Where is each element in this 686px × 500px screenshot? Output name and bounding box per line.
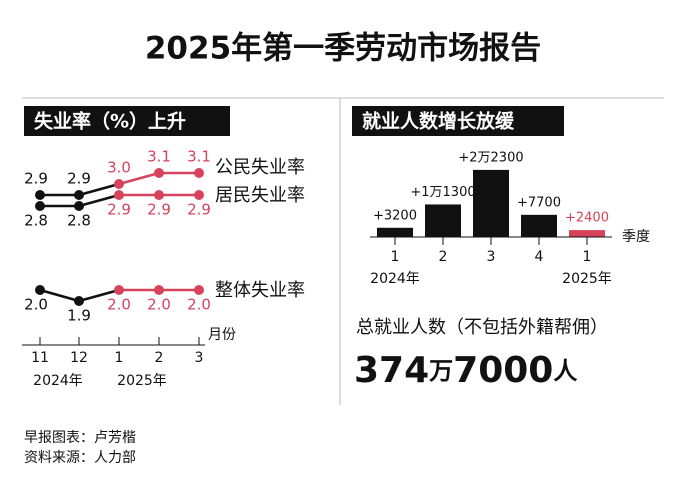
data-point <box>154 168 164 178</box>
value-label: 2.8 <box>67 212 91 230</box>
x-tick-label: 11 <box>31 350 49 366</box>
data-point <box>35 190 45 200</box>
value-label: +3200 <box>373 208 417 223</box>
value-label: +7700 <box>517 195 561 210</box>
x-tick-label: 4 <box>535 249 544 265</box>
data-point <box>114 285 124 295</box>
value-label: 2.0 <box>107 296 131 314</box>
value-label: 2.0 <box>147 296 171 314</box>
bar <box>569 230 605 237</box>
line-segment <box>78 288 120 303</box>
data-point <box>194 168 204 178</box>
axis-title: 月份 <box>208 327 236 343</box>
value-label: 2.9 <box>107 201 131 219</box>
value-label: +2万2300 <box>458 150 523 165</box>
x-tick-label: 1 <box>115 350 124 366</box>
data-point <box>74 201 84 211</box>
data-point <box>35 201 45 211</box>
value-label: 2.9 <box>67 170 91 188</box>
x-tick-label: 2 <box>155 350 164 366</box>
axis-title: 季度 <box>622 229 650 245</box>
panel-heading: 失业率（%）上升 <box>34 110 186 133</box>
data-point <box>74 190 84 200</box>
data-point <box>114 190 124 200</box>
data-point <box>154 285 164 295</box>
x-group-label: 2025年 <box>117 373 167 389</box>
data-point <box>35 285 45 295</box>
x-tick-label: 2 <box>439 249 448 265</box>
main-title: 2025年第一季劳动市场报告 <box>145 31 541 67</box>
x-tick-label: 3 <box>487 249 496 265</box>
summary-label: 总就业人数（不包括外籍帮佣） <box>356 317 608 338</box>
value-label: 3.1 <box>187 148 211 166</box>
data-point <box>114 179 124 189</box>
series-name: 公民失业率 <box>215 157 305 178</box>
value-label: 1.9 <box>67 307 91 325</box>
series-name: 居民失业率 <box>215 185 305 206</box>
value-label: 2.8 <box>24 212 48 230</box>
bar <box>521 214 557 237</box>
value-label: 2.9 <box>24 170 48 188</box>
bar <box>425 204 461 237</box>
credit: 资料来源：人力部 <box>24 450 136 466</box>
bar <box>377 227 413 237</box>
data-point <box>194 190 204 200</box>
value-label: 2.0 <box>187 296 211 314</box>
line-segment <box>39 288 80 303</box>
x-group-label: 2024年 <box>370 271 420 287</box>
value-label: +2400 <box>565 211 609 226</box>
data-point <box>194 285 204 295</box>
line-segment <box>78 182 120 197</box>
x-tick-label: 1 <box>583 249 592 265</box>
heading-box <box>24 106 230 136</box>
panel-heading: 就业人数增长放缓 <box>362 110 515 133</box>
value-label: 3.0 <box>107 159 131 177</box>
x-tick-label: 12 <box>70 350 88 366</box>
data-point <box>74 296 84 306</box>
data-point <box>154 190 164 200</box>
x-tick-label: 1 <box>391 249 400 265</box>
value-label: 2.0 <box>24 296 48 314</box>
line-segment <box>118 171 160 186</box>
line-segment <box>78 193 120 208</box>
x-group-label: 2024年 <box>33 373 83 389</box>
credit: 早报图表：卢芳楷 <box>24 429 136 446</box>
value-label: 2.9 <box>147 201 171 219</box>
heading-box <box>352 106 564 136</box>
x-group-label: 2025年 <box>562 271 612 287</box>
x-tick-label: 3 <box>195 350 204 366</box>
value-label: 2.9 <box>187 201 211 219</box>
bar <box>473 169 509 237</box>
value-label: 3.1 <box>147 148 171 166</box>
series-name: 整体失业率 <box>215 280 305 301</box>
summary-value: 374万7000人 <box>354 350 577 391</box>
value-label: +1万1300 <box>410 185 475 200</box>
